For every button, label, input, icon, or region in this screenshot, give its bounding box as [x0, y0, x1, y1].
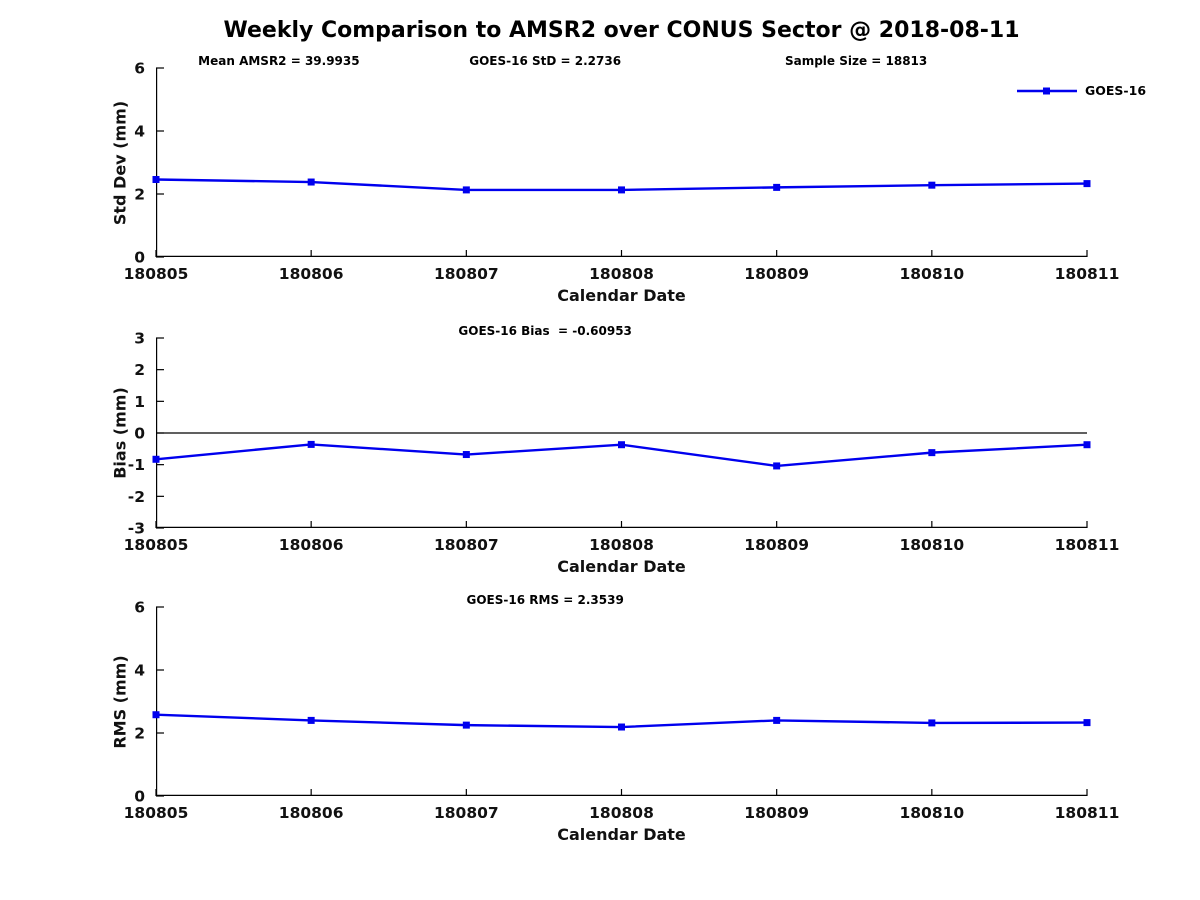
svg-text:-1: -1 [128, 456, 145, 474]
annotation: Mean AMSR2 = 39.9935 [198, 54, 360, 68]
svg-text:180809: 180809 [744, 536, 809, 554]
subplot-rms: RMS (mm) 0 2 4 6 180805 180806 180807 180808 180… [111, 593, 1120, 844]
svg-text:180805: 180805 [124, 536, 189, 554]
svg-text:180808: 180808 [589, 265, 654, 283]
subplot-bias: Bias (mm) -3 -2 -1 0 1 2 3 180805 180806 180807 18… [111, 324, 1120, 576]
svg-text:180811: 180811 [1055, 804, 1120, 822]
svg-text:180808: 180808 [589, 804, 654, 822]
y-axis-label: Bias (mm) [110, 387, 130, 479]
svg-text:180810: 180810 [899, 536, 964, 554]
svg-text:3: 3 [134, 330, 145, 348]
annotation: Sample Size = 18813 [784, 54, 928, 68]
svg-text:180806: 180806 [279, 804, 344, 822]
y-axis-label: RMS (mm) [110, 654, 130, 749]
plot-canvas: 0 2 4 6 180805 180806 180807 180808 180809 180810… [124, 599, 1120, 823]
svg-text:-3: -3 [128, 520, 145, 538]
subplot-std-dev: Std Dev (mm) 0 2 4 6 180805 180806 180807 18080… [111, 54, 1147, 305]
svg-text:2: 2 [134, 361, 145, 379]
svg-text:4: 4 [134, 662, 145, 680]
svg-text:180810: 180810 [899, 804, 964, 822]
svg-text:0: 0 [134, 425, 145, 443]
svg-text:180806: 180806 [279, 536, 344, 554]
svg-text:180809: 180809 [744, 804, 809, 822]
x-axis-label: Calendar Date [557, 825, 686, 844]
annotation: GOES-16 Bias = -0.60953 [458, 324, 632, 338]
svg-text:180807: 180807 [434, 804, 499, 822]
svg-text:2: 2 [134, 725, 145, 743]
svg-text:180809: 180809 [744, 265, 809, 283]
svg-text:180808: 180808 [589, 536, 654, 554]
annotation: GOES-16 StD = 2.2736 [469, 54, 622, 68]
svg-text:6: 6 [134, 60, 145, 78]
legend-marker-icon [1017, 87, 1077, 94]
svg-text:180805: 180805 [124, 804, 189, 822]
svg-text:180810: 180810 [899, 265, 964, 283]
svg-text:4: 4 [134, 123, 145, 141]
plot-canvas: -3 -2 -1 0 1 2 3 180805 180806 180807 180808 180809… [124, 330, 1120, 555]
x-axis-label: Calendar Date [557, 557, 686, 576]
y-axis-label: Std Dev (mm) [110, 100, 130, 225]
svg-text:0: 0 [134, 788, 145, 806]
legend-label: GOES-16 [1085, 83, 1147, 98]
x-axis-label: Calendar Date [557, 286, 686, 305]
svg-text:180807: 180807 [434, 536, 499, 554]
svg-text:-2: -2 [128, 488, 145, 506]
plot-canvas: 0 2 4 6 180805 180806 180807 180808 180809 180810… [124, 60, 1120, 284]
svg-text:180805: 180805 [124, 265, 189, 283]
svg-text:180811: 180811 [1055, 536, 1120, 554]
svg-text:6: 6 [134, 599, 145, 617]
svg-text:180807: 180807 [434, 265, 499, 283]
svg-text:180806: 180806 [279, 265, 344, 283]
legend: GOES-16 [1016, 83, 1146, 98]
page-title: Weekly Comparison to AMSR2 over CONUS Se… [223, 18, 1020, 43]
svg-text:0: 0 [134, 249, 145, 267]
svg-text:1: 1 [134, 393, 145, 411]
annotation: GOES-16 RMS = 2.3539 [466, 593, 624, 607]
svg-text:180811: 180811 [1055, 265, 1120, 283]
svg-text:2: 2 [134, 186, 145, 204]
